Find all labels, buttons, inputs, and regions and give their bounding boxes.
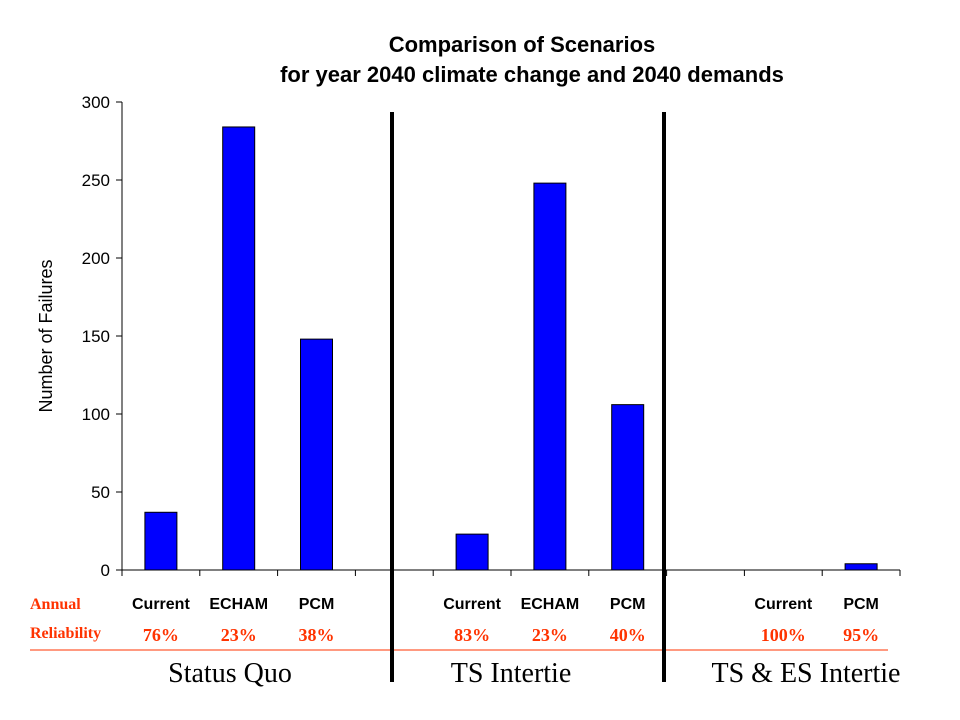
reliability-value: 40%	[610, 625, 646, 645]
bar	[144, 511, 178, 571]
x-tick-label: Current	[132, 596, 190, 613]
x-axis: Current ECHAM PCM Current ECHAM PCM Current PCM	[121, 569, 901, 613]
x-tick-label: Current	[443, 596, 501, 613]
x-tick-label: PCM	[610, 596, 646, 613]
bar	[533, 182, 567, 571]
reliability-value: 38%	[299, 625, 335, 645]
group-label-status-quo: Status Quo	[168, 658, 292, 689]
bar	[455, 533, 489, 571]
x-tick-label: PCM	[843, 596, 879, 613]
reliability-value: 23%	[221, 625, 257, 645]
x-tick-label: ECHAM	[209, 596, 268, 613]
reliability-label-annual: Annual	[30, 596, 81, 613]
y-tick-label: 150	[82, 327, 110, 346]
chart-title: Comparison of Scenarios	[389, 32, 656, 57]
reliability-label-reliability: Reliability	[30, 625, 101, 642]
x-tick-label: ECHAM	[521, 596, 580, 613]
y-tick-label: 200	[82, 249, 110, 268]
bar	[222, 126, 256, 571]
y-tick-label: 100	[82, 405, 110, 424]
group-label-ts-es-intertie: TS & ES Intertie	[712, 658, 901, 689]
x-tick-label: Current	[754, 596, 812, 613]
y-tick-label: 300	[82, 93, 110, 112]
reliability-value: 23%	[532, 625, 568, 645]
y-tick-label: 0	[101, 561, 110, 580]
bar	[300, 338, 333, 571]
group-label-ts-intertie: TS Intertie	[451, 658, 572, 689]
reliability-values: 76% 23% 38% 83% 23% 40% 100% 95%	[143, 625, 879, 645]
bars	[144, 126, 878, 571]
reliability-value: 100%	[761, 625, 806, 645]
reliability-value: 95%	[843, 625, 879, 645]
reliability-value: 76%	[143, 625, 179, 645]
y-axis-label: Number of Failures	[36, 259, 56, 412]
chart-subtitle: for year 2040 climate change and 2040 de…	[280, 62, 784, 87]
x-tick-label: PCM	[299, 596, 335, 613]
reliability-value: 83%	[454, 625, 490, 645]
y-tick-label: 50	[91, 483, 110, 502]
bar	[844, 563, 878, 571]
bar	[611, 404, 645, 571]
y-axis: 0 50 100 150 200 250 300	[82, 93, 123, 580]
y-tick-label: 250	[82, 171, 110, 190]
